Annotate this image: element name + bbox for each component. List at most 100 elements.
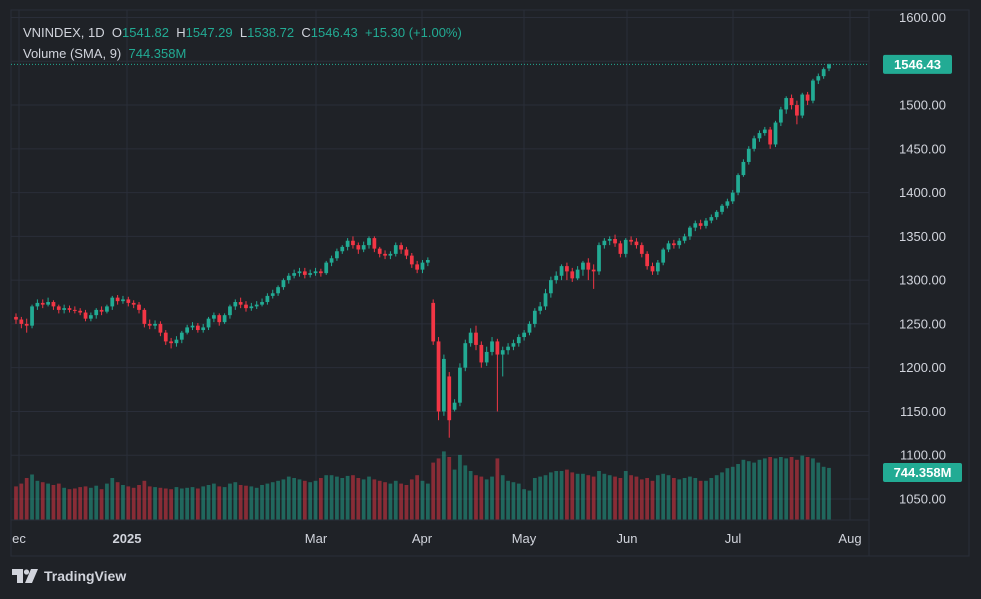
candle-body (292, 273, 297, 276)
candle-body (586, 262, 591, 270)
volume-bar (388, 483, 393, 520)
volume-bar (661, 473, 666, 520)
volume-bar (500, 475, 505, 520)
tradingview-logo[interactable]: TradingView (12, 568, 126, 584)
change-value: +15.30 (+1.00%) (364, 25, 462, 40)
volume-bar (468, 471, 473, 520)
candle-body (206, 318, 211, 328)
candle-body (704, 220, 708, 226)
x-tick-label: Aug (838, 531, 861, 546)
ohlc-legend[interactable]: VNINDEX, 1D O1541.82 H1547.29 L1538.72 C… (23, 25, 462, 40)
candle-body (543, 293, 548, 307)
volume-bar (281, 479, 286, 520)
volume-bar (527, 490, 532, 520)
volume-bar (586, 475, 591, 520)
volume-bar (821, 466, 826, 520)
candle-body (238, 302, 243, 305)
grid (11, 10, 869, 520)
volume-legend[interactable]: Volume (SMA, 9) 744.358M (23, 46, 186, 61)
volume-bar (458, 454, 462, 520)
volume-bar (607, 475, 612, 520)
volume-bar (773, 458, 778, 520)
candle-body (356, 245, 361, 250)
candle-body (324, 262, 329, 274)
volume-bar (789, 457, 794, 520)
candle-body (527, 323, 532, 333)
volume-bar (40, 482, 45, 520)
candle-body (78, 310, 83, 313)
candle-body (377, 248, 382, 254)
volume-bar (372, 479, 377, 520)
candle-body (484, 351, 489, 363)
volume-bar (99, 489, 104, 520)
candle-body (163, 332, 168, 342)
volume-bar (212, 483, 216, 520)
volume-bar (741, 459, 746, 520)
y-tick-label: 1200.00 (899, 360, 946, 375)
low-value: 1538.72 (247, 25, 295, 40)
candle-body (778, 109, 783, 123)
candle-body (506, 346, 510, 351)
candle-body (185, 327, 190, 333)
candle-body (463, 343, 468, 368)
volume-bar (479, 476, 484, 520)
volume-bar (367, 476, 371, 520)
volume-bar (506, 480, 510, 520)
volume-bar (570, 472, 575, 520)
candle-body (468, 332, 473, 344)
volume-bar (377, 480, 382, 520)
y-tick-label: 1350.00 (899, 229, 946, 244)
volume-bar (811, 458, 815, 520)
volume-bar (746, 461, 751, 520)
candle-body (19, 319, 24, 324)
volume-bar (474, 475, 478, 520)
candle-body (752, 138, 756, 149)
candle-body (672, 243, 676, 246)
candle-body (126, 299, 131, 303)
candle-body (613, 238, 617, 244)
volume-bar (554, 471, 559, 520)
volume-bar (522, 489, 526, 520)
x-tick-label: Jul (725, 531, 742, 546)
price-scale[interactable]: 1600.001550.001500.001450.001400.001350.… (899, 10, 946, 507)
volume-bar (693, 478, 698, 520)
candle-body (629, 239, 633, 242)
volume-bar (147, 486, 152, 520)
volume-bar (548, 472, 553, 520)
candle-body (821, 69, 826, 77)
volume-bar (270, 482, 275, 520)
volume-bar (730, 466, 735, 520)
volume-bar (698, 480, 703, 520)
candle-body (153, 323, 157, 326)
candle-body (522, 332, 526, 338)
volume-bar (720, 472, 724, 520)
y-tick-label: 1100.00 (900, 448, 946, 463)
volume-bar (768, 457, 773, 520)
volume-bar (254, 487, 259, 520)
time-scale[interactable]: ec 2025 Mar Apr May Jun Jul Aug (12, 531, 861, 546)
volume-bar (827, 467, 831, 520)
candle-body (89, 315, 93, 319)
candle-body (714, 211, 719, 218)
volume-bar (484, 479, 489, 520)
y-tick-label: 1250.00 (899, 316, 946, 331)
candle-body (56, 306, 61, 310)
volume-bar (51, 485, 56, 520)
volume-bar (179, 488, 184, 520)
volume-bar (105, 483, 109, 520)
candle-body (650, 266, 655, 272)
candle-body (661, 249, 666, 263)
volume-bar (30, 474, 34, 520)
volume-bar (463, 465, 468, 520)
candle-body (538, 306, 543, 311)
candle-body (789, 98, 794, 106)
candle-body (281, 280, 286, 288)
volume-bar (24, 478, 29, 520)
candle-body (260, 302, 264, 305)
symbol-name: VNINDEX (23, 25, 81, 40)
volume-bar (335, 476, 339, 520)
candle-body (399, 245, 403, 250)
candle-body (51, 302, 56, 307)
volume-bar (650, 480, 655, 520)
